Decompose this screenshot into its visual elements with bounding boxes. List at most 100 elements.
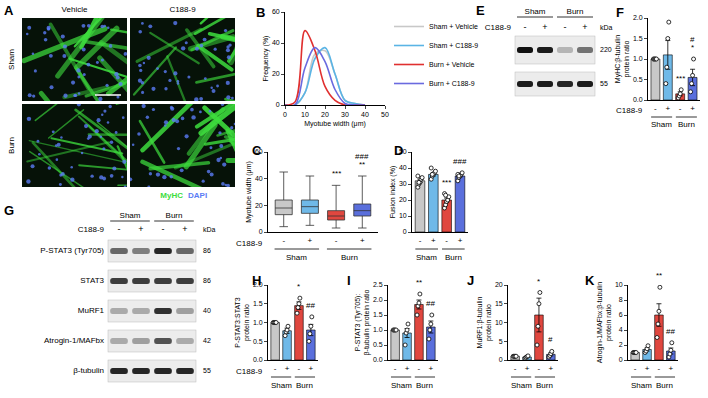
svg-text:0.5: 0.5 [633, 76, 643, 83]
svg-text:P-STAT3:STAT3protein ratio: P-STAT3:STAT3protein ratio [234, 297, 251, 348]
svg-text:42: 42 [203, 337, 211, 344]
svg-text:30: 30 [399, 180, 407, 187]
svg-text:Sham: Sham [511, 381, 532, 390]
svg-text:1.5: 1.5 [633, 35, 643, 42]
svg-text:Myotube width (μm): Myotube width (μm) [245, 161, 253, 223]
svg-text:C188-9: C188-9 [78, 225, 105, 234]
svg-text:Sham: Sham [7, 49, 16, 70]
svg-text:+: + [645, 364, 650, 373]
svg-text:+: + [669, 364, 674, 373]
svg-text:#: # [690, 35, 695, 44]
svg-text:60: 60 [272, 8, 280, 15]
svg-text:1.0: 1.0 [373, 326, 383, 333]
svg-text:Sham + Vehicle: Sham + Vehicle [429, 23, 478, 30]
svg-text:DAPI: DAPI [188, 191, 207, 200]
svg-text:E: E [476, 3, 485, 18]
svg-text:1.5: 1.5 [253, 300, 263, 307]
svg-text:***: *** [676, 74, 685, 83]
svg-text:###: ### [453, 157, 467, 166]
svg-text:40: 40 [203, 307, 211, 314]
svg-text:2.0: 2.0 [373, 296, 383, 303]
svg-text:40: 40 [272, 39, 280, 46]
svg-text:5: 5 [499, 338, 503, 345]
svg-text:-: - [335, 236, 338, 245]
svg-text:##: ## [666, 327, 675, 336]
svg-text:2.0: 2.0 [253, 281, 263, 288]
svg-text:H: H [252, 273, 261, 288]
svg-text:+: + [458, 236, 463, 245]
svg-text:**: ** [359, 160, 365, 169]
svg-text:**: ** [416, 278, 422, 287]
svg-text:Sham: Sham [286, 253, 307, 262]
svg-text:Burn: Burn [166, 211, 183, 220]
svg-text:55: 55 [203, 367, 211, 374]
svg-text:-: - [445, 236, 448, 245]
svg-text:Frequency (%): Frequency (%) [262, 36, 270, 82]
svg-text:20: 20 [255, 202, 263, 209]
svg-text:+: + [431, 236, 436, 245]
svg-text:20: 20 [321, 111, 329, 118]
svg-text:C188-9: C188-9 [616, 106, 643, 115]
svg-text:+: + [308, 236, 313, 245]
svg-text:-: - [564, 22, 567, 32]
svg-text:0.5: 0.5 [373, 341, 383, 348]
svg-text:+: + [542, 22, 547, 32]
svg-text:-: - [679, 104, 682, 113]
svg-text:0.0: 0.0 [253, 356, 263, 363]
svg-text:-: - [658, 364, 661, 373]
svg-text:A: A [4, 3, 14, 18]
svg-text:20: 20 [272, 70, 280, 77]
svg-text:-: - [514, 364, 517, 373]
svg-text:2.0: 2.0 [633, 14, 643, 21]
svg-text:Sham: Sham [651, 120, 672, 129]
svg-text:-: - [162, 224, 165, 234]
svg-text:50: 50 [381, 111, 389, 118]
svg-text:P-STAT3 (Tyr705):β-tubulin pro: P-STAT3 (Tyr705):β-tubulin protein ratio [354, 289, 371, 355]
svg-text:20: 20 [399, 196, 407, 203]
svg-text:0: 0 [403, 228, 407, 235]
svg-text:MuRF1:β-tubulinprotein ratio: MuRF1:β-tubulinprotein ratio [476, 296, 493, 348]
svg-text:0: 0 [259, 228, 263, 235]
svg-text:P-STAT3 (Tyr705): P-STAT3 (Tyr705) [40, 246, 104, 255]
svg-text:+: + [429, 364, 434, 373]
svg-text:-: - [538, 364, 541, 373]
svg-text:40: 40 [255, 175, 263, 182]
svg-text:**: ** [656, 271, 662, 280]
svg-text:J: J [467, 273, 474, 288]
svg-text:-: - [419, 236, 422, 245]
svg-text:G: G [4, 203, 14, 218]
svg-text:C188-9: C188-9 [485, 23, 512, 32]
svg-text:Myotube width (μm): Myotube width (μm) [304, 120, 366, 128]
svg-text:-: - [298, 364, 301, 373]
svg-text:10: 10 [495, 319, 503, 326]
svg-text:50: 50 [399, 148, 407, 155]
svg-text:2: 2 [619, 341, 623, 348]
svg-text:Burn: Burn [445, 253, 462, 262]
svg-text:+: + [582, 22, 587, 32]
svg-text:-: - [634, 364, 637, 373]
svg-text:0: 0 [499, 356, 503, 363]
svg-text:30: 30 [341, 111, 349, 118]
svg-text:86: 86 [203, 247, 211, 254]
svg-text:1.0: 1.0 [253, 319, 263, 326]
svg-text:Burn: Burn [678, 120, 695, 129]
svg-text:Sham: Sham [525, 7, 546, 16]
svg-text:*: * [297, 282, 300, 291]
svg-text:0.5: 0.5 [253, 338, 263, 345]
svg-text:55: 55 [600, 80, 608, 87]
svg-text:F: F [616, 5, 624, 20]
svg-text:C188-9: C188-9 [236, 239, 263, 248]
svg-text:1.0: 1.0 [633, 55, 643, 62]
svg-text:*: * [691, 43, 694, 52]
svg-text:-: - [654, 104, 657, 113]
svg-text:Sham: Sham [416, 253, 437, 262]
svg-text:-: - [524, 22, 527, 32]
svg-text:Burn: Burn [7, 137, 16, 154]
svg-text:+: + [665, 104, 670, 113]
svg-text:1.5: 1.5 [373, 311, 383, 318]
svg-text:*: * [537, 277, 540, 286]
svg-text:+: + [549, 364, 554, 373]
svg-text:20: 20 [495, 281, 503, 288]
svg-text:8: 8 [619, 296, 623, 303]
svg-text:220: 220 [600, 46, 612, 53]
